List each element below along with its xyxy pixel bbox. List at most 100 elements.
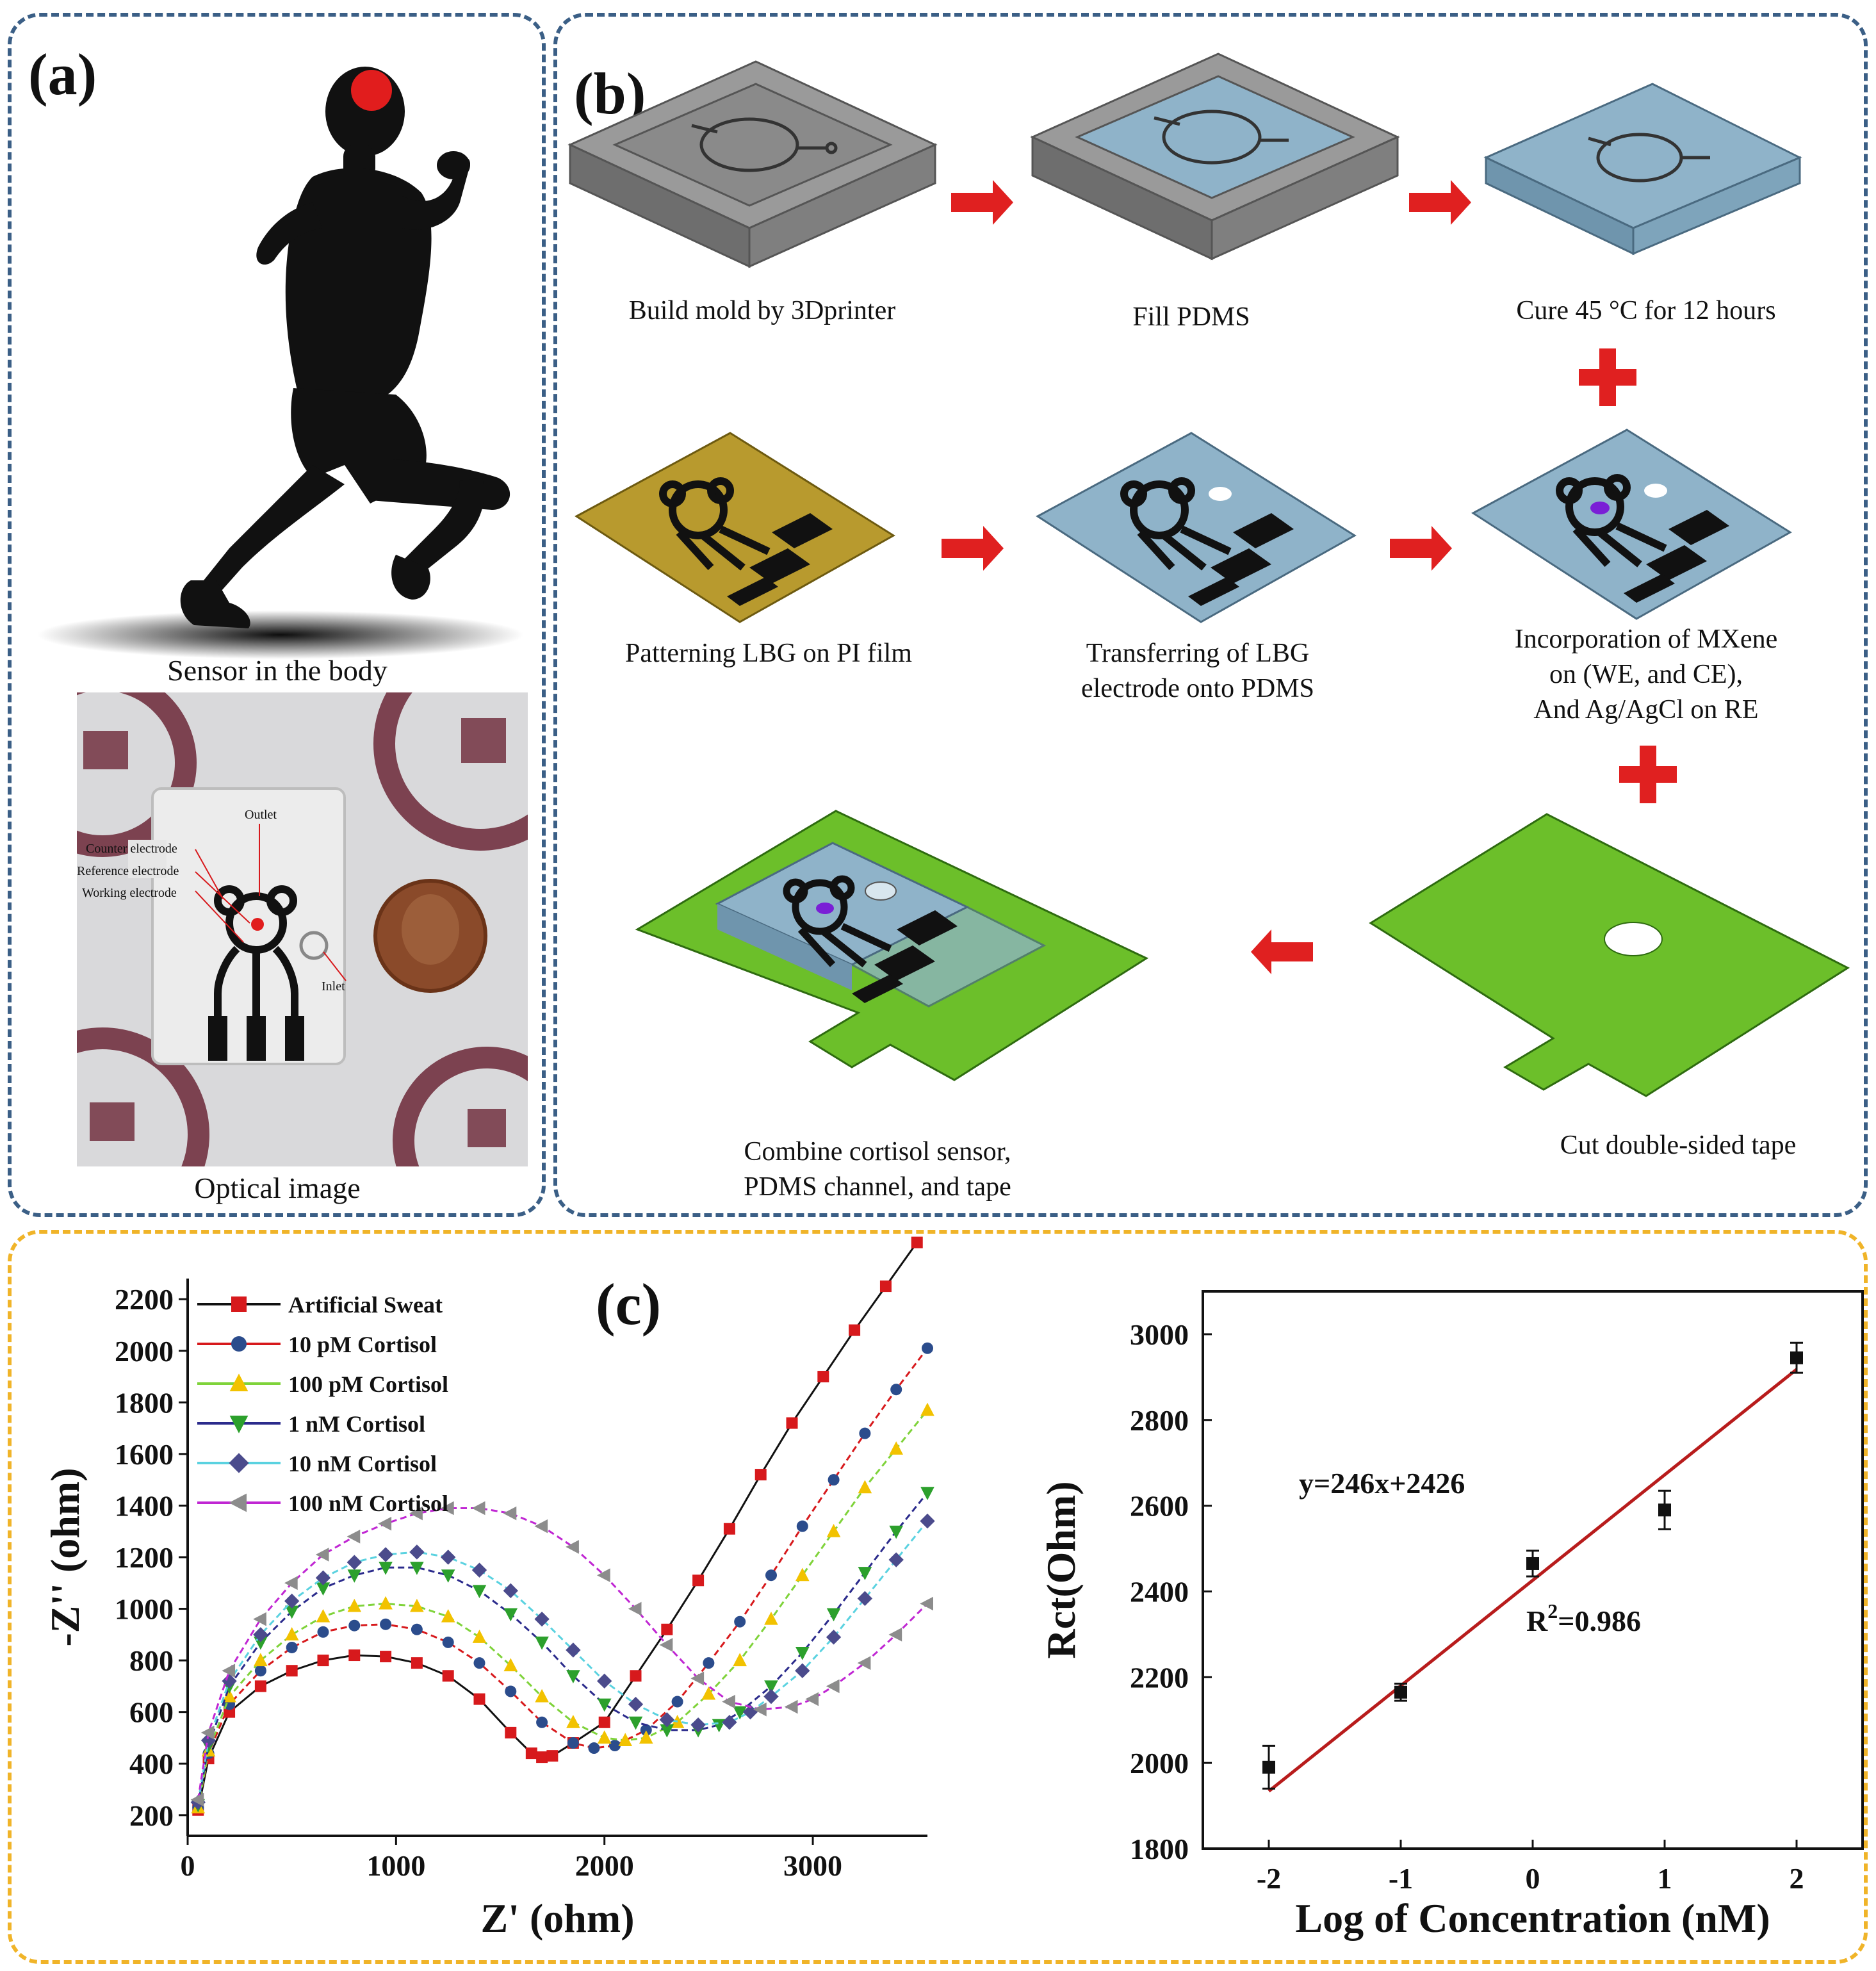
nyquist-data-point [723,1523,735,1535]
nyquist-data-point [733,1653,747,1667]
caption-sensor-in-body: Sensor in the body [167,654,387,687]
plus-2 [1619,746,1677,803]
runner-silhouette [37,67,524,659]
nyquist-data-point [888,1628,902,1642]
nyquist-data-point [598,1716,610,1728]
nyquist-y-tick-label: 400 [129,1747,174,1780]
calib-points [1262,1341,1803,1790]
nyquist-y-tick-label: 600 [129,1696,174,1729]
nyquist-data-point [796,1520,808,1532]
nyquist-data-point [254,1653,268,1667]
legend-marker [229,1373,249,1391]
nyquist-data-point [409,1506,423,1521]
nyquist-axes: 0 1000 2000 3000 200 400 600 800 1000 1200 1400 160… [42,1279,927,1941]
nyquist-data-point [588,1742,600,1754]
nyquist-data-point [410,1598,424,1612]
nyquist-data-point [284,1576,298,1591]
nyquist-data-point [503,1608,518,1622]
legend-entry: 10 pM Cortisol [288,1332,437,1357]
nyquist-series-line [197,1241,918,1811]
panel-b-label: (b) [566,61,654,126]
nyquist-data-point [920,1487,934,1501]
panel-c: (c) 0 1000 2000 3000 200 400 600 800 1000 1200 140… [8,1230,1868,1964]
calib-axes: -2 -1 0 1 2 1800 2000 2200 2400 2600 2800 3000 Log o… [1038,1290,1864,1941]
nyquist-data-point [473,1693,485,1705]
sensor-location-dot [351,70,392,111]
nyquist-data-point [690,1671,705,1686]
legend-marker [229,1416,249,1434]
double-sided-tape [1369,813,1850,1097]
legend-marker [231,1296,247,1312]
calib-x-tick-label: 0 [1526,1862,1540,1895]
nyquist-data-point [348,1619,361,1632]
calib-r-squared: R2=0.986 [1526,1599,1641,1637]
nyquist-data-point [411,1623,423,1635]
nyquist-data-point [379,1562,393,1575]
nyquist-data-point [317,1626,329,1638]
nyquist-data-point [379,1596,393,1610]
nyquist-data-point [284,1605,299,1619]
nyquist-data-point [442,1670,454,1682]
nyquist-data-point [703,1657,715,1669]
nyquist-data-point [661,1623,673,1635]
mold-3d [567,60,938,268]
nyquist-y-tick-label: 1400 [115,1489,174,1522]
runner-shadow [37,610,524,659]
nyquist-data-point [254,1665,266,1677]
nyquist-data-point [315,1570,331,1585]
nyquist-x-tick-label: 0 [181,1849,195,1882]
step-transfer-line-2: electrode onto PDMS [1081,674,1314,703]
step-mxene-line-3: And Ag/AgCl on RE [1533,695,1759,724]
contact-pad-1 [208,1016,227,1061]
nyquist-data-point [535,1636,549,1650]
legend-marker [229,1453,249,1473]
transferred-electrode [1036,432,1357,623]
nyquist-data-point [534,1611,550,1627]
nyquist-y-tick-label: 1800 [115,1386,174,1419]
nyquist-data-point [911,1236,923,1248]
nyquist-data-point [442,1636,454,1648]
nyquist-x-axis-label: Z' (ohm) [481,1895,635,1941]
nyquist-data-point [734,1615,746,1628]
nyquist-data-point [628,1601,642,1616]
legend-entry: 100 nM Cortisol [288,1491,448,1516]
legend-entry: 100 pM Cortisol [288,1371,448,1397]
arrow-3 [942,526,1004,571]
nyquist-data-point [786,1417,798,1429]
step-transfer-line-1: Transferring of LBG [1086,639,1310,668]
nyquist-data-point [409,1544,425,1560]
nyquist-y-tick-label: 1600 [115,1438,174,1471]
nyquist-data-point [347,1569,362,1583]
nyquist-series-line [197,1409,929,1808]
nyquist-data-point [857,1591,873,1607]
legend-marker [229,1493,247,1512]
nyquist-data-point [826,1524,841,1537]
nyquist-series [192,1236,923,1816]
nyquist-data-point [471,1501,485,1516]
nyquist-data-point [347,1598,362,1612]
nyquist-series [190,1513,935,1810]
nyquist-data-point [753,1702,767,1717]
nyquist-data-point [628,1716,643,1730]
calib-y-tick-label: 3000 [1130,1318,1189,1351]
nyquist-data-point [764,1611,778,1625]
nyquist-y-tick-label: 1200 [115,1541,174,1574]
nyquist-data-point [347,1555,362,1570]
nyquist-data-point [546,1750,559,1762]
nyquist-data-point [503,1506,517,1521]
nyquist-data-point [284,1627,299,1640]
contact-pad-2 [247,1016,266,1061]
nyquist-data-point [826,1608,841,1622]
calib-data-point [1526,1557,1539,1570]
nyquist-data-point [690,1717,706,1733]
nyquist-data-point [378,1547,393,1562]
calib-x-tick-label: -1 [1389,1862,1413,1895]
nyquist-data-point [817,1371,829,1383]
nyquist-data-point [628,1696,644,1712]
nyquist-data-point [410,1562,424,1575]
nyquist-data-point [922,1342,933,1354]
nyquist-data-point [858,1567,872,1580]
nyquist-data-point [253,1627,268,1642]
nyquist-data-point [733,1706,747,1720]
nyquist-data-point [378,1516,392,1531]
